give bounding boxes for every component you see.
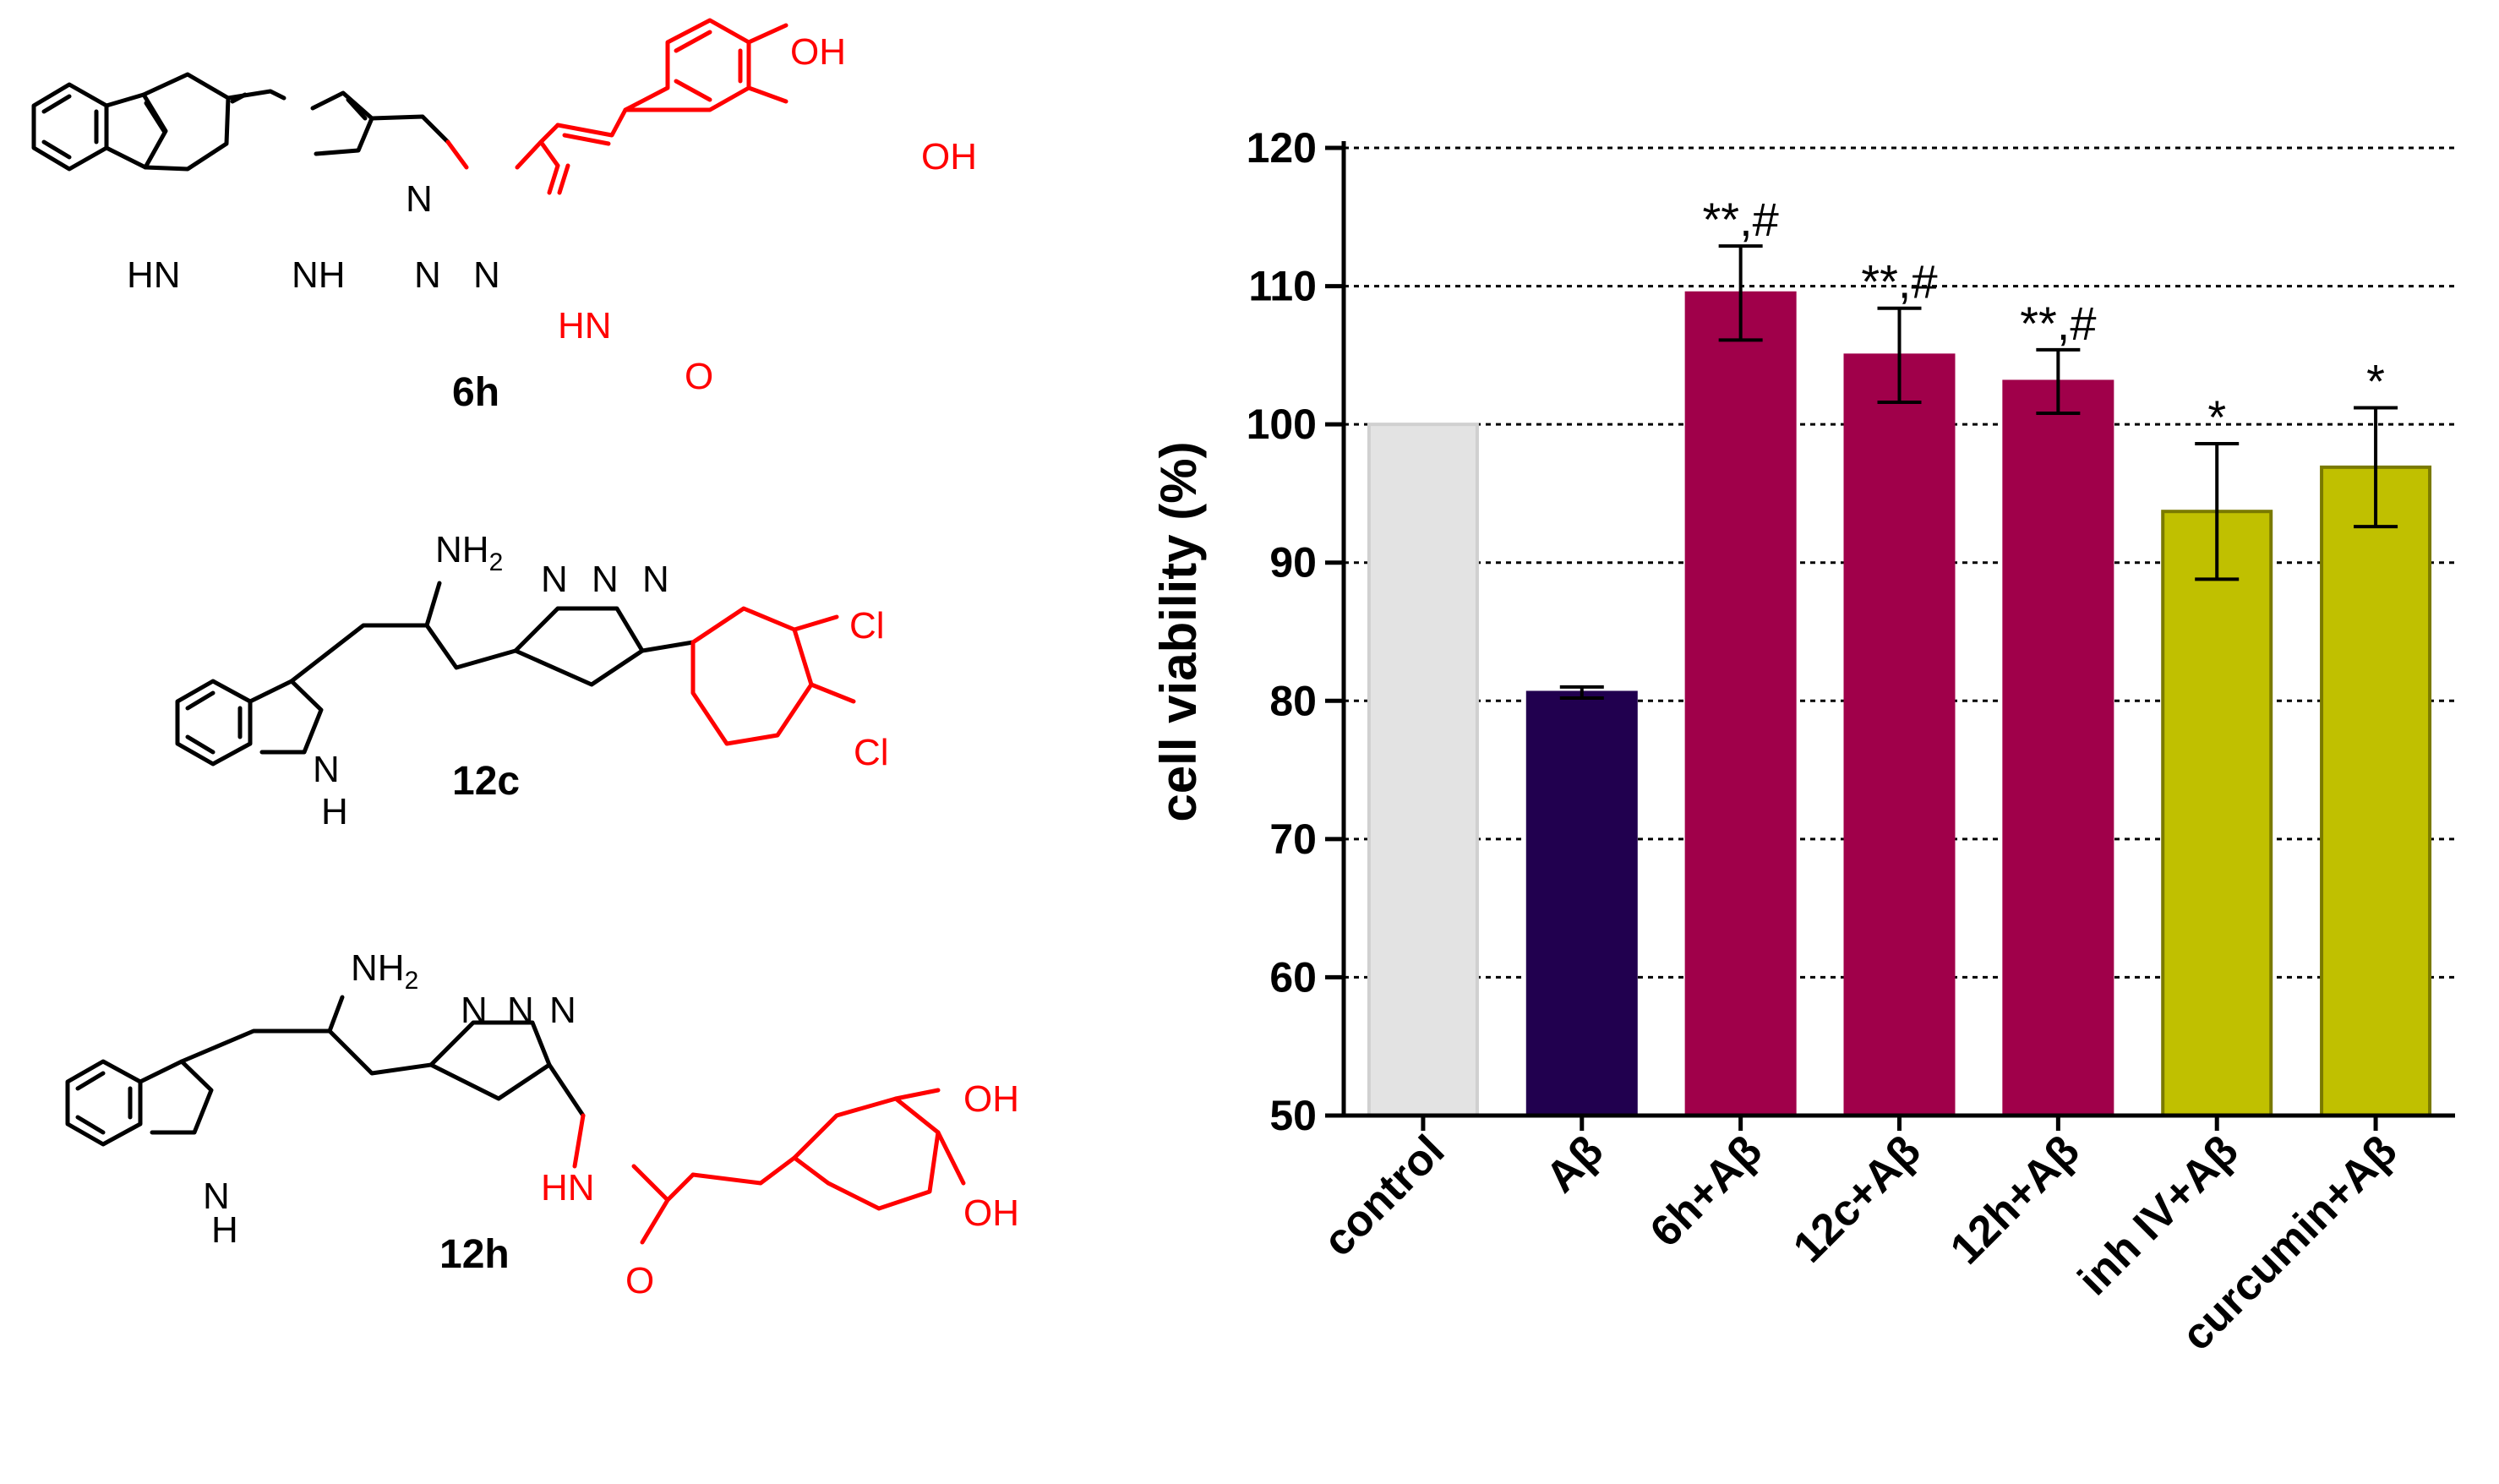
x-tick-label: 12h+Aβ	[1941, 1126, 2089, 1274]
structure-6h: OH OH HN NH N N N HN O 6h	[31, 18, 977, 415]
svg-text:N: N	[549, 990, 576, 1031]
significance-annotations: **,# **,# **,# * *	[1702, 193, 2384, 444]
x-tick-label: 12c+Aβ	[1784, 1126, 1930, 1272]
svg-text:N: N	[313, 749, 340, 790]
y-tick-label: 110	[1248, 263, 1317, 310]
svg-text:N: N	[592, 559, 619, 600]
bar-chart: **,# **,# **,# * * 50 60 70 80 90 100 110 120 contr…	[1150, 124, 2455, 1360]
svg-text:NH2: NH2	[435, 529, 503, 576]
bar	[1367, 423, 1479, 1117]
y-ticks: 50 60 70 80 90 100 110 120	[1247, 124, 1344, 1139]
error-bar	[2354, 406, 2398, 529]
significance-label: **,#	[2020, 297, 2096, 350]
error-bar	[2036, 347, 2081, 416]
y-tick-label: 120	[1247, 124, 1317, 172]
svg-text:N: N	[642, 559, 669, 600]
y-axis-label: cell viability (%)	[1150, 441, 1207, 821]
svg-text:O: O	[685, 356, 713, 397]
y-tick-label: 90	[1269, 539, 1317, 587]
bar	[2161, 510, 2273, 1117]
significance-label: *	[2207, 390, 2226, 444]
svg-text:N: N	[461, 990, 488, 1031]
label-12c: 12c	[452, 759, 520, 804]
y-tick-label: 50	[1269, 1092, 1317, 1139]
label-12h: 12h	[439, 1232, 510, 1277]
y-tick-label: 70	[1269, 816, 1317, 863]
svg-text:OH: OH	[963, 1078, 1019, 1120]
svg-text:NH: NH	[292, 254, 346, 296]
structure-12c: NH2 N N N Cl Cl N H 12c	[175, 529, 889, 832]
bars	[1367, 291, 2432, 1118]
svg-text:Cl: Cl	[849, 605, 885, 647]
y-tick-label: 60	[1269, 953, 1317, 1001]
svg-text:N: N	[203, 1176, 230, 1217]
y-tick-label: 80	[1269, 677, 1317, 724]
bar	[2002, 379, 2114, 1117]
svg-text:OH: OH	[921, 136, 977, 177]
x-tick-label: control	[1314, 1126, 1454, 1266]
svg-text:N: N	[473, 254, 500, 296]
svg-text:O: O	[625, 1260, 654, 1301]
x-tick-label: 6h+Aβ	[1641, 1126, 1771, 1256]
svg-text:H: H	[211, 1209, 238, 1251]
error-bar	[1718, 244, 1763, 342]
svg-text:HN: HN	[127, 254, 181, 296]
significance-label: *	[2366, 355, 2385, 408]
svg-text:Cl: Cl	[854, 732, 889, 773]
svg-text:H: H	[321, 791, 348, 832]
error-bar	[2195, 442, 2240, 581]
error-bar	[1877, 306, 1922, 404]
label-6h: 6h	[452, 370, 499, 415]
significance-label: **,#	[1702, 193, 1778, 246]
bar	[1684, 291, 1797, 1117]
bar	[1843, 353, 1956, 1118]
svg-text:N: N	[507, 990, 534, 1031]
x-tick-label: Aβ	[1536, 1126, 1612, 1202]
error-bars	[1559, 244, 2398, 701]
structure-12h: NH2 N N N OH OH N H HN O 12h	[65, 947, 1019, 1301]
svg-text:HN: HN	[558, 305, 612, 346]
svg-text:OH: OH	[963, 1192, 1019, 1234]
significance-label: **,#	[1861, 255, 1937, 308]
svg-text:OH: OH	[790, 31, 846, 73]
y-tick-label: 100	[1247, 401, 1317, 448]
bar	[2320, 465, 2432, 1117]
svg-text:N: N	[406, 178, 433, 220]
svg-text:N: N	[414, 254, 441, 296]
svg-text:NH2: NH2	[351, 947, 418, 995]
error-bar	[1559, 685, 1604, 701]
svg-text:N: N	[541, 559, 568, 600]
bar	[1525, 690, 1638, 1117]
svg-text:HN: HN	[541, 1167, 595, 1208]
